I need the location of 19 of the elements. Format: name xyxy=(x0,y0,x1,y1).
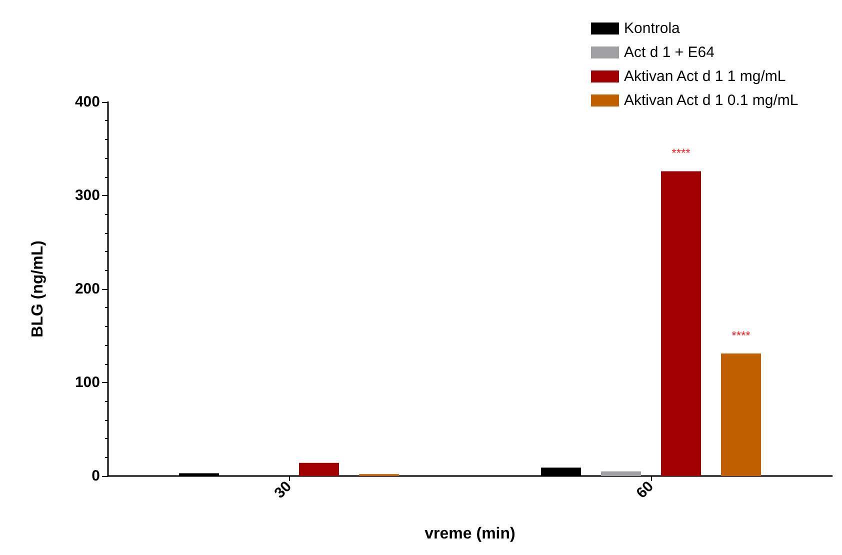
bar xyxy=(661,171,701,476)
legend-label: Aktivan Act d 1 1 mg/mL xyxy=(624,68,786,85)
y-tick-label: 400 xyxy=(74,94,100,110)
x-tick-label: 30 xyxy=(271,478,296,502)
y-tick-label: 300 xyxy=(74,187,100,204)
y-tick-label: 0 xyxy=(92,468,100,484)
x-tick-label: 60 xyxy=(633,478,658,502)
legend-label: Kontrola xyxy=(624,20,681,37)
data-label: **** xyxy=(672,146,691,160)
y-tick-label: 200 xyxy=(74,280,100,298)
x-axis-title: vreme (min) xyxy=(424,526,516,542)
legend-label: Act d 1 + E64 xyxy=(624,44,714,61)
bar xyxy=(721,354,761,476)
y-tick-label: 100 xyxy=(74,374,100,391)
legend-label: Aktivan Act d 1 0.1 mg/mL xyxy=(624,92,798,109)
data-label: **** xyxy=(732,328,751,343)
bar xyxy=(601,471,641,476)
y-axis-title: BLG (ng/mL) xyxy=(30,240,46,338)
bar xyxy=(299,462,339,476)
